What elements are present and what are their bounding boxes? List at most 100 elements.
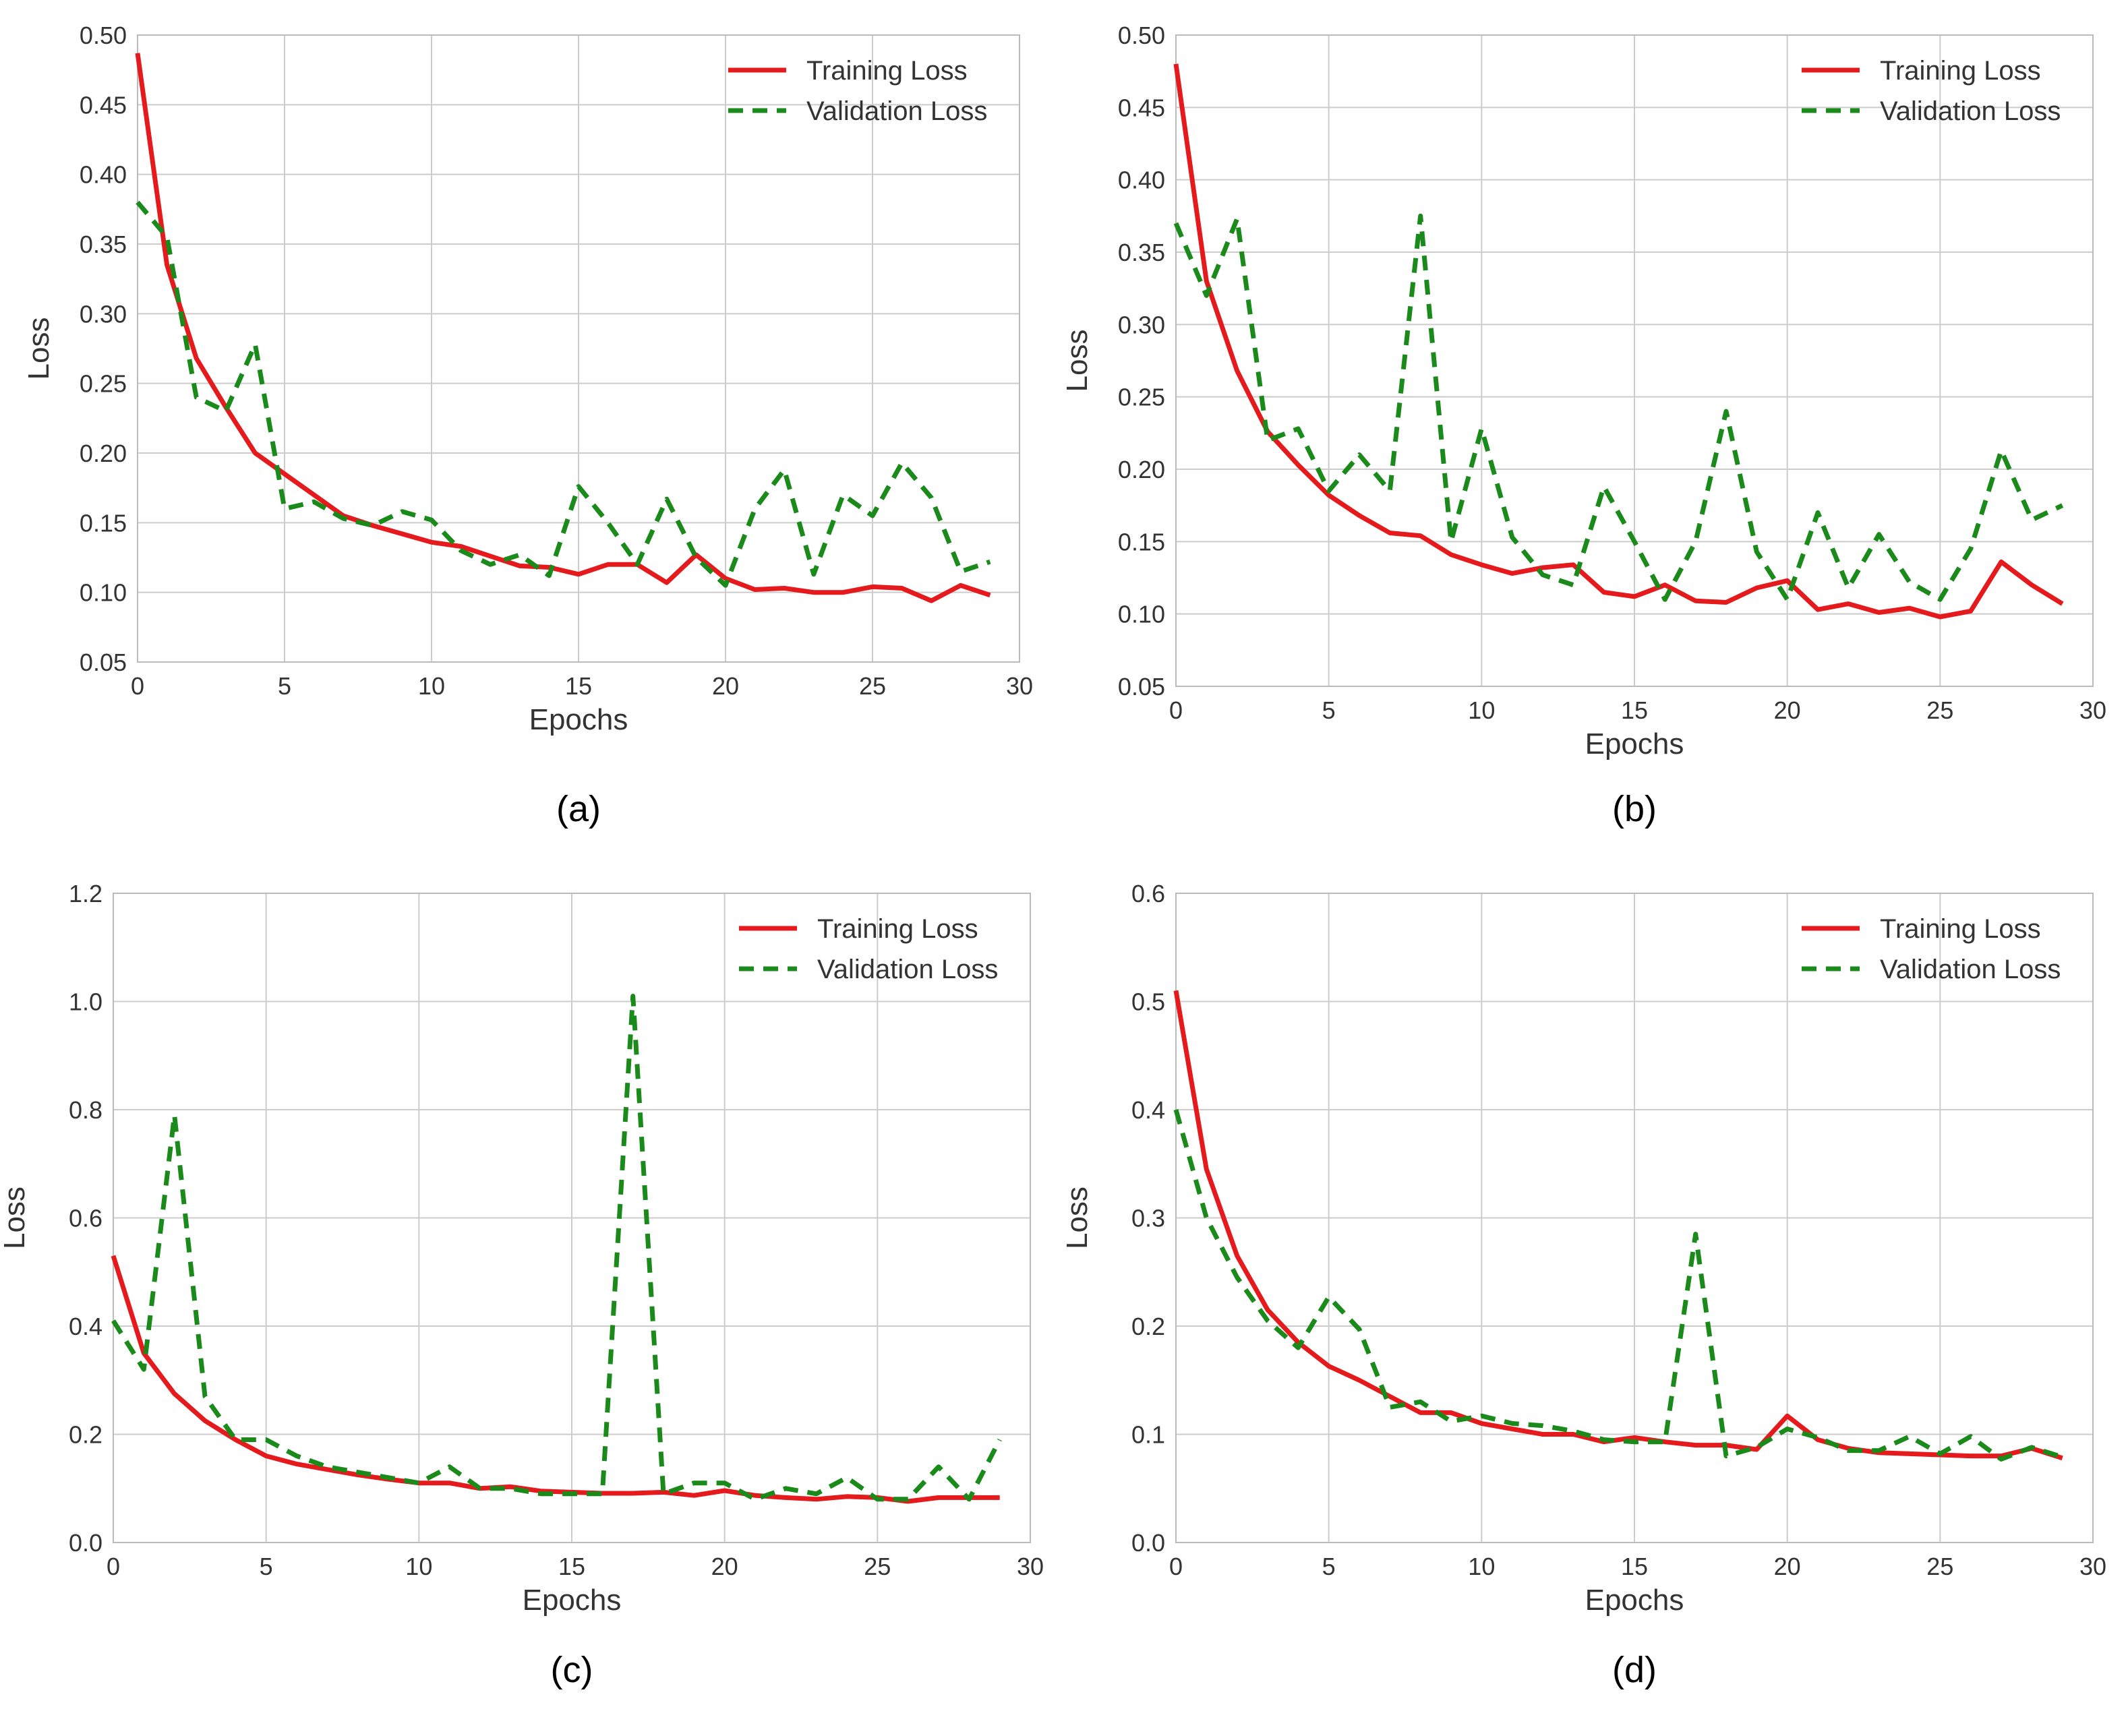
training-loss-point xyxy=(844,1493,850,1500)
x-tick-label: 30 xyxy=(1017,1553,1044,1580)
y-tick-label: 0.0 xyxy=(1131,1529,1165,1557)
y-tick-label: 0.05 xyxy=(1118,673,1165,700)
validation-loss-point xyxy=(721,1480,728,1487)
validation-loss-point xyxy=(1692,1231,1699,1238)
training-loss-point xyxy=(202,1417,208,1424)
legend: Training Loss Validation Loss xyxy=(1802,914,2061,984)
plot-frame xyxy=(137,34,1020,663)
legend-label-training: Training Loss xyxy=(806,56,968,86)
y-tick-label: 0.4 xyxy=(69,1313,102,1340)
validation-loss-point xyxy=(1631,1439,1638,1445)
validation-loss-point xyxy=(398,508,405,515)
y-tick-label: 0.25 xyxy=(1118,384,1165,411)
validation-loss-point xyxy=(605,519,612,526)
validation-loss-point xyxy=(134,199,141,206)
x-tick-label: 15 xyxy=(1621,1553,1648,1580)
validation-loss-point xyxy=(1631,538,1638,545)
training-loss-point xyxy=(110,1253,117,1259)
validation-loss-point xyxy=(630,993,637,1000)
training-loss-point xyxy=(839,589,846,596)
y-axis-title: Loss xyxy=(1061,1187,1094,1249)
training-loss-point xyxy=(1631,593,1638,600)
plot-frame xyxy=(113,893,1031,1543)
validation-loss-point xyxy=(263,1437,270,1443)
y-tick-label: 0.15 xyxy=(80,509,127,537)
x-tick-label: 5 xyxy=(278,672,291,700)
x-tick-label: 20 xyxy=(712,672,739,700)
training-loss-point xyxy=(1539,1431,1546,1438)
x-tick-label: 25 xyxy=(1926,696,1953,724)
training-loss-point xyxy=(810,589,817,596)
x-axis-title: Epochs xyxy=(523,1584,622,1617)
validation-loss-point xyxy=(1386,487,1393,494)
y-tick-label: 0.1 xyxy=(1131,1421,1165,1449)
training-loss-point xyxy=(1417,1409,1424,1416)
y-tick-label: 0.35 xyxy=(1118,239,1165,266)
validation-loss-point xyxy=(1295,425,1301,432)
y-tick-label: 0.8 xyxy=(69,1096,102,1124)
validation-loss-point xyxy=(223,408,229,415)
chart-panel-c: 0 5 10 15 20 25 30 0.0 0.2 0.4 0.6 0.8 1.0 1.2 Epochs L… xyxy=(0,880,1044,1690)
validation-loss-point xyxy=(966,1496,972,1503)
training-loss-point xyxy=(1386,530,1393,537)
training-loss-point xyxy=(928,597,935,604)
training-loss-point xyxy=(869,583,876,590)
validation-loss-point xyxy=(1753,548,1760,555)
chart-panel-b: 0 5 10 15 20 25 30 0.05 0.10 0.15 0.20 0.25 0.30 0.35… xyxy=(1061,22,2106,829)
validation-loss-point xyxy=(1570,582,1576,589)
validation-loss-point xyxy=(1234,216,1241,222)
validation-loss-point xyxy=(1173,1106,1179,1113)
x-tick-label: 0 xyxy=(107,1553,120,1580)
validation-loss-point xyxy=(752,1496,759,1503)
training-loss-point xyxy=(1968,607,1974,614)
y-tick-label: 0.25 xyxy=(80,370,127,398)
x-tick-label: 15 xyxy=(558,1553,585,1580)
validation-loss-point xyxy=(575,483,582,490)
validation-loss-point xyxy=(538,1491,545,1497)
validation-loss-point xyxy=(1570,1428,1576,1435)
validation-loss-point xyxy=(1417,212,1424,219)
validation-loss-point xyxy=(324,1464,330,1470)
validation-loss-point xyxy=(370,522,376,529)
y-tick-label: 0.45 xyxy=(1118,94,1165,121)
training-loss-point xyxy=(2028,582,2035,589)
validation-loss-point xyxy=(752,506,759,512)
validation-loss-point xyxy=(232,1437,239,1443)
validation-loss-point xyxy=(1692,538,1699,545)
training-loss-point xyxy=(2059,601,2066,607)
validation-loss-point xyxy=(171,1112,178,1118)
x-tick-label: 5 xyxy=(260,1553,273,1580)
legend-label-validation: Validation Loss xyxy=(1880,955,2061,984)
validation-loss-point xyxy=(782,1485,789,1492)
training-loss-point xyxy=(1356,1377,1363,1383)
training-loss-point xyxy=(428,539,435,545)
x-tick-label: 10 xyxy=(418,672,445,700)
validation-loss-point xyxy=(1448,1418,1454,1425)
validation-loss-point xyxy=(1264,1317,1271,1324)
y-tick-label: 0.50 xyxy=(1118,22,1165,49)
validation-loss-point xyxy=(2059,502,2066,509)
validation-loss-point xyxy=(110,1317,117,1324)
validation-loss-point xyxy=(193,394,200,400)
validation-loss-point xyxy=(2059,1454,2066,1460)
validation-loss-point xyxy=(905,1496,912,1503)
validation-loss-point xyxy=(810,571,817,578)
x-tick-label: 5 xyxy=(1322,1553,1336,1580)
validation-loss-point xyxy=(986,558,993,565)
training-loss-point xyxy=(1203,278,1210,285)
validation-loss-point xyxy=(660,1491,667,1497)
validation-loss-point xyxy=(1448,538,1454,545)
training-loss-point xyxy=(1203,1166,1210,1172)
validation-loss-point xyxy=(164,234,171,241)
x-tick-label: 25 xyxy=(864,1553,891,1580)
validation-loss-point xyxy=(293,1453,300,1460)
validation-loss-point xyxy=(140,1366,147,1373)
training-loss-point xyxy=(690,1492,697,1499)
training-loss-point xyxy=(487,553,494,560)
validation-loss-line xyxy=(1173,1109,2063,1462)
training-loss-point xyxy=(1814,606,1821,613)
training-loss-point xyxy=(171,1390,178,1397)
validation-loss-point xyxy=(2028,516,2035,523)
validation-loss-point xyxy=(1906,578,1913,585)
